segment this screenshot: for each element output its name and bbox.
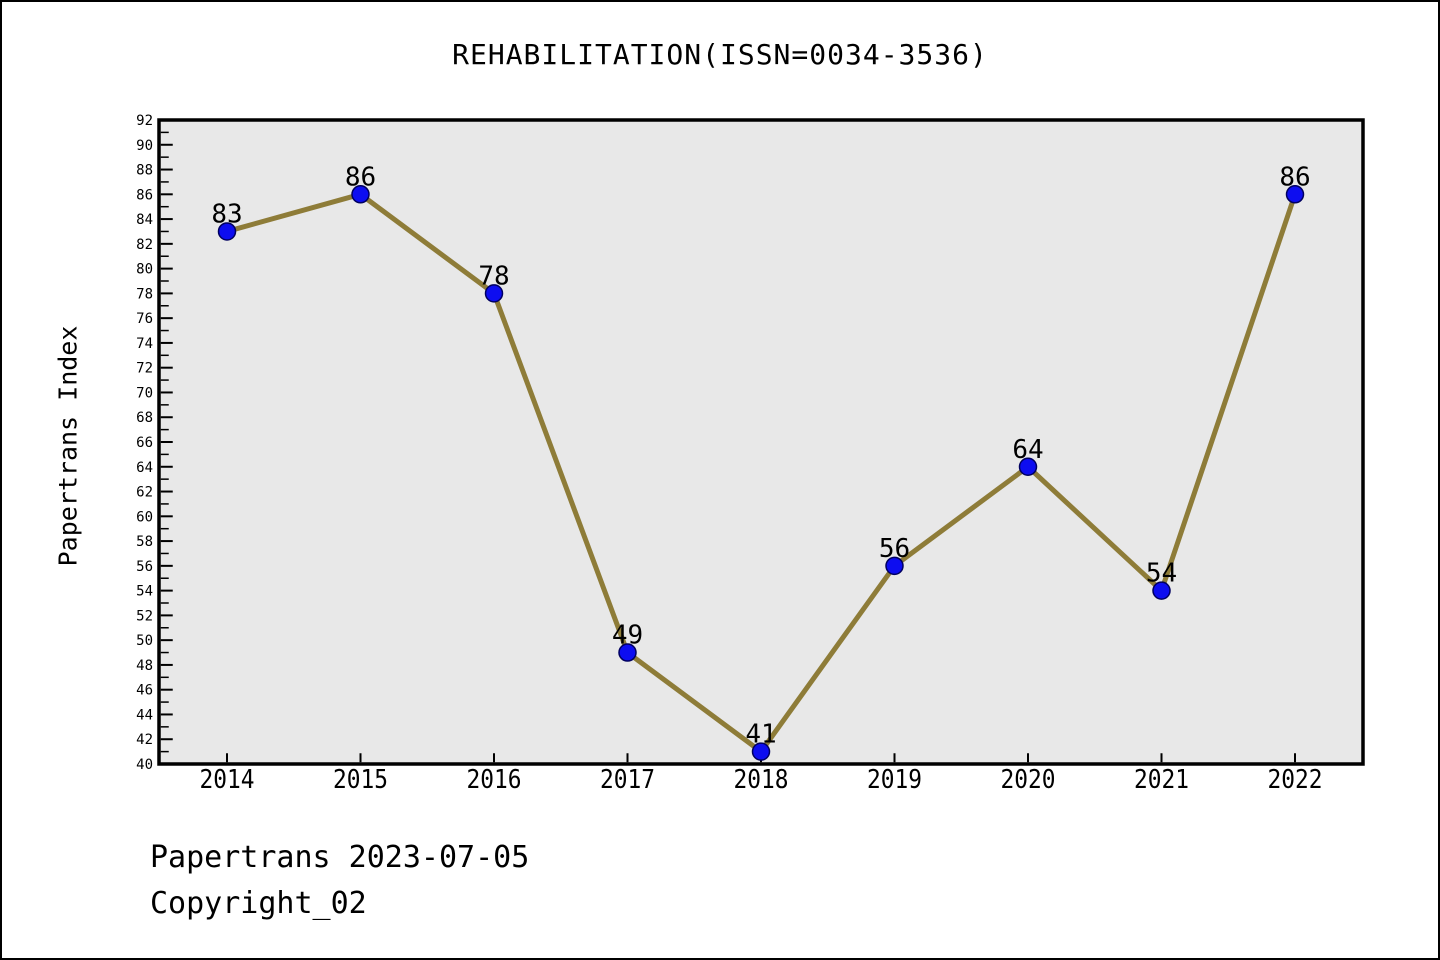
data-point	[885, 556, 904, 576]
point-label: 49	[612, 621, 643, 651]
y-tick-label: 66	[136, 435, 153, 451]
x-tick-label: 2014	[200, 765, 255, 795]
point-label: 86	[345, 162, 376, 192]
x-tick-label: 2022	[1268, 765, 1323, 795]
y-tick-label: 92	[136, 113, 153, 129]
footer-brand-date: Papertrans 2023-07-05	[150, 840, 530, 875]
y-tick-label: 70	[136, 385, 153, 401]
point-label: 64	[1012, 435, 1043, 465]
y-tick-label: 72	[136, 361, 153, 377]
y-tick-label: 58	[136, 534, 153, 550]
data-point	[351, 185, 370, 204]
data-point	[1285, 185, 1305, 204]
x-tick-label: 2019	[867, 765, 922, 795]
y-tick-label: 48	[136, 658, 153, 674]
y-tick-label: 76	[136, 311, 153, 327]
data-point	[217, 222, 237, 241]
plot-background	[157, 118, 1365, 766]
y-tick-label: 64	[136, 460, 153, 476]
y-tick-label: 84	[136, 212, 153, 228]
data-point	[751, 742, 771, 761]
y-tick-label: 56	[136, 559, 153, 575]
y-tick-label: 86	[136, 187, 153, 203]
y-tick-label: 78	[136, 286, 153, 302]
y-tick-label: 46	[136, 683, 153, 699]
chart-title: REHABILITATION(ISSN=0034-3536)	[452, 38, 988, 71]
y-tick-label: 50	[136, 633, 153, 649]
y-tick-label: 82	[136, 237, 153, 253]
point-label: 41	[745, 720, 776, 750]
y-tick-label: 42	[136, 732, 153, 748]
data-point	[484, 284, 504, 303]
point-label: 83	[211, 199, 242, 229]
point-label: 78	[478, 261, 509, 291]
data-point	[1018, 457, 1038, 477]
x-tick-label: 2018	[734, 765, 789, 795]
x-tick-label: 2016	[467, 765, 522, 795]
y-tick-label: 40	[136, 757, 153, 773]
point-label: 86	[1279, 162, 1310, 192]
y-tick-label: 44	[136, 707, 153, 723]
y-tick-label: 88	[136, 163, 153, 179]
y-tick-label: 60	[136, 509, 153, 525]
y-tick-label: 68	[136, 410, 153, 426]
point-label: 54	[1146, 559, 1177, 589]
x-tick-label: 2017	[600, 765, 655, 795]
x-tick-label: 2021	[1134, 765, 1189, 795]
x-tick-label: 2015	[333, 765, 388, 795]
y-tick-label: 52	[136, 608, 153, 624]
y-tick-label: 54	[136, 584, 153, 600]
x-tick-label: 2020	[1001, 765, 1056, 795]
y-tick-label: 74	[136, 336, 153, 352]
y-tick-label: 90	[136, 138, 153, 154]
point-label: 56	[879, 534, 910, 564]
footer-copyright: Copyright_02	[150, 886, 367, 921]
y-tick-label: 62	[136, 485, 153, 501]
data-point	[1152, 581, 1171, 600]
data-point	[618, 643, 637, 662]
y-tick-label: 80	[136, 262, 153, 278]
